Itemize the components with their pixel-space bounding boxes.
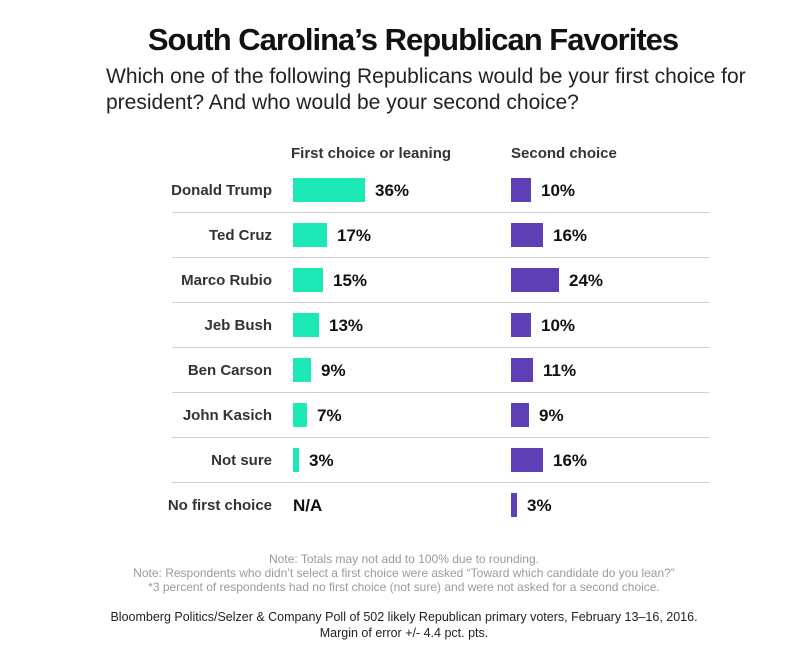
- value-label-second-choice-jeb-bush: 10%: [541, 316, 575, 335]
- value-label-first-choice-john-kasich: 7%: [317, 406, 342, 425]
- source-line: Bloomberg Politics/Selzer & Company Poll…: [110, 610, 698, 624]
- value-label-second-choice-ted-cruz: 16%: [553, 226, 587, 245]
- bar-second-choice-jeb-bush: [511, 313, 531, 337]
- bar-second-choice-ted-cruz: [511, 223, 543, 247]
- chart-subtitle: Which one of the following Republicans w…: [106, 65, 746, 114]
- value-label-second-choice-donald-trump: 10%: [541, 181, 575, 200]
- value-label-first-choice-ted-cruz: 17%: [337, 226, 371, 245]
- bar-first-choice-jeb-bush: [293, 313, 319, 337]
- category-label-ben-carson: Ben Carson: [188, 362, 272, 379]
- category-label-no-first-choice: No first choice: [168, 497, 272, 514]
- bar-second-choice-not-sure: [511, 448, 543, 472]
- value-label-second-choice-john-kasich: 9%: [539, 406, 564, 425]
- note-lean: Note: Respondents who didn’t select a fi…: [133, 566, 675, 580]
- column-header-first-choice: First choice or leaning: [291, 145, 452, 162]
- bar-second-choice-ben-carson: [511, 358, 533, 382]
- bar-second-choice-no-first-choice: [511, 493, 517, 517]
- note-no-first-choice: *3 percent of respondents had no first c…: [148, 580, 660, 594]
- column-header-second-choice: Second choice: [511, 145, 617, 162]
- category-label-jeb-bush: Jeb Bush: [204, 317, 272, 334]
- bar-second-choice-donald-trump: [511, 178, 531, 202]
- value-label-second-choice-no-first-choice: 3%: [527, 496, 552, 515]
- value-label-first-choice-marco-rubio: 15%: [333, 271, 367, 290]
- bar-first-choice-marco-rubio: [293, 268, 323, 292]
- category-label-ted-cruz: Ted Cruz: [209, 227, 272, 244]
- category-label-marco-rubio: Marco Rubio: [181, 272, 272, 289]
- category-label-john-kasich: John Kasich: [183, 407, 272, 424]
- bar-first-choice-john-kasich: [293, 403, 307, 427]
- value-label-second-choice-marco-rubio: 24%: [569, 271, 603, 290]
- category-label-donald-trump: Donald Trump: [171, 182, 272, 199]
- bar-first-choice-not-sure: [293, 448, 299, 472]
- category-label-not-sure: Not sure: [211, 452, 272, 469]
- note-rounding: Note: Totals may not add to 100% due to …: [269, 552, 539, 566]
- bar-first-choice-ted-cruz: [293, 223, 327, 247]
- chart-title: South Carolina’s Republican Favorites: [147, 22, 679, 57]
- bar-first-choice-donald-trump: [293, 178, 365, 202]
- value-label-second-choice-not-sure: 16%: [553, 451, 587, 470]
- value-label-first-choice-jeb-bush: 13%: [329, 316, 363, 335]
- bar-second-choice-marco-rubio: [511, 268, 559, 292]
- bar-chart: Donald Trump 36% 10% Ted Cruz 17% 16% Marco Ru…: [168, 178, 709, 517]
- value-label-first-choice-donald-trump: 36%: [375, 181, 409, 200]
- bar-first-choice-ben-carson: [293, 358, 311, 382]
- bar-second-choice-john-kasich: [511, 403, 529, 427]
- value-label-first-choice-no-first-choice: N/A: [293, 496, 322, 515]
- margin-of-error: Margin of error +/- 4.4 pct. pts.: [319, 626, 489, 640]
- value-label-first-choice-ben-carson: 9%: [321, 361, 346, 380]
- value-label-first-choice-not-sure: 3%: [309, 451, 334, 470]
- value-label-second-choice-ben-carson: 11%: [543, 361, 576, 380]
